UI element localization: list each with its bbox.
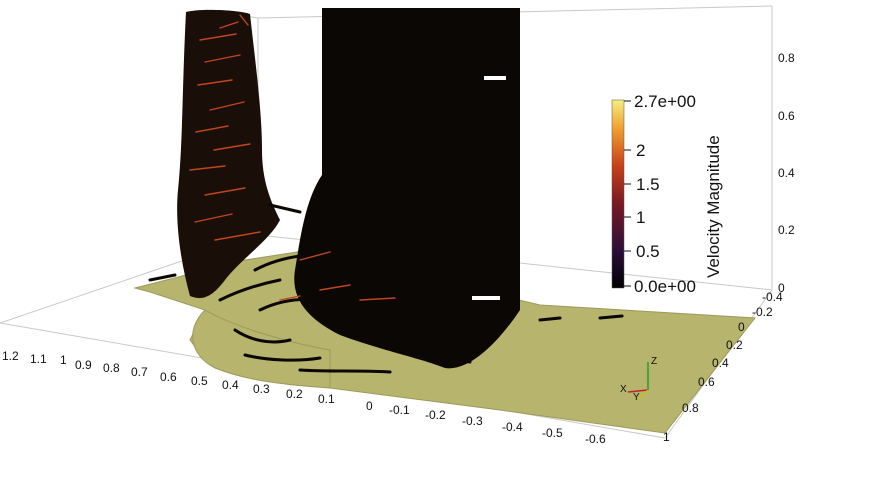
x-axis-arrow	[627, 389, 649, 393]
y-tick: 0.6	[698, 375, 715, 389]
splash-streaks	[189, 14, 261, 241]
x-tick: -0.6	[585, 432, 606, 446]
y-axis-arrow	[637, 389, 649, 401]
x-tick: 0.8	[103, 361, 120, 375]
splash-column	[177, 9, 280, 299]
x-tick: 0.5	[191, 374, 208, 388]
x-tick: 0.6	[160, 370, 177, 384]
x-tick: -0.1	[389, 403, 410, 417]
x-tick: 0.9	[75, 358, 92, 372]
x-tick: 0.3	[253, 382, 270, 396]
z-tick: 0.8	[778, 51, 795, 65]
scalar-bar-label: 2.7e+00	[634, 92, 696, 111]
x-tick: -0.2	[425, 408, 446, 422]
x-tick: -0.4	[502, 420, 523, 434]
floor-debris	[148, 203, 624, 374]
x-tick: 0.1	[318, 392, 335, 406]
y-tick: 0.8	[682, 401, 699, 415]
scalar-bar-label: 0.0e+00	[634, 277, 696, 296]
x-tick: -0.5	[542, 426, 563, 440]
floor-rounded-front	[192, 309, 331, 389]
z-tick: 0.2	[778, 223, 795, 237]
x-axis-letter: X	[620, 384, 627, 395]
scalar-bar-ticks	[624, 100, 631, 287]
x-tick: 1	[60, 353, 67, 367]
x-tick: 0.2	[286, 387, 303, 401]
scalar-bar-label: 1.5	[636, 175, 660, 194]
y-tick: -0.4	[762, 290, 783, 304]
y-tick: -0.2	[752, 305, 773, 319]
y-tick: 0.4	[712, 356, 729, 370]
scalar-bar-label: 0.5	[636, 242, 660, 261]
debris-hot-streaks	[279, 251, 396, 301]
y-axis-ticks: -0.4 -0.2 0 0.2 0.4 0.6 0.8 1	[663, 290, 783, 444]
water-column-base	[294, 175, 520, 369]
x-tick: -0.3	[462, 414, 483, 428]
x-tick: 0.7	[131, 365, 148, 379]
z-tick: 0.4	[778, 166, 795, 180]
scalar-bar-title: Velocity Magnitude	[704, 135, 723, 278]
glint	[484, 76, 506, 80]
z-axis-ticks: 0.8 0.6 0.4 0.2 0	[778, 51, 795, 295]
glint	[472, 296, 500, 300]
x-tick: 0.4	[222, 378, 239, 392]
scalar-bar-label: 1	[636, 208, 645, 227]
x-tick: 0	[366, 399, 373, 413]
orientation-axes-widget[interactable]: Z X Y	[620, 356, 657, 403]
z-tick: 0.6	[778, 109, 795, 123]
scalar-bar-label: 2	[636, 141, 645, 160]
y-axis-letter: Y	[633, 392, 640, 403]
scalar-bar-gradient	[611, 99, 625, 289]
z-tick: 0	[778, 281, 785, 295]
x-tick: 1.1	[30, 352, 47, 366]
y-tick: 1	[663, 430, 670, 444]
x-axis-ticks: 1.2 1.1 1 0.9 0.8 0.7 0.6 0.5 0.4 0.3 0.…	[2, 349, 606, 446]
y-tick: 0.2	[726, 338, 743, 352]
y-tick: 0	[738, 320, 745, 334]
x-tick: 1.2	[2, 349, 19, 363]
z-axis-letter: Z	[651, 356, 657, 367]
